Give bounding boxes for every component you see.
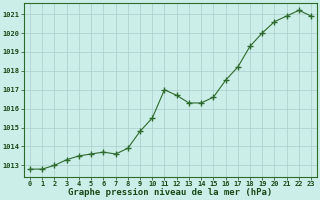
X-axis label: Graphe pression niveau de la mer (hPa): Graphe pression niveau de la mer (hPa) [68, 188, 273, 197]
